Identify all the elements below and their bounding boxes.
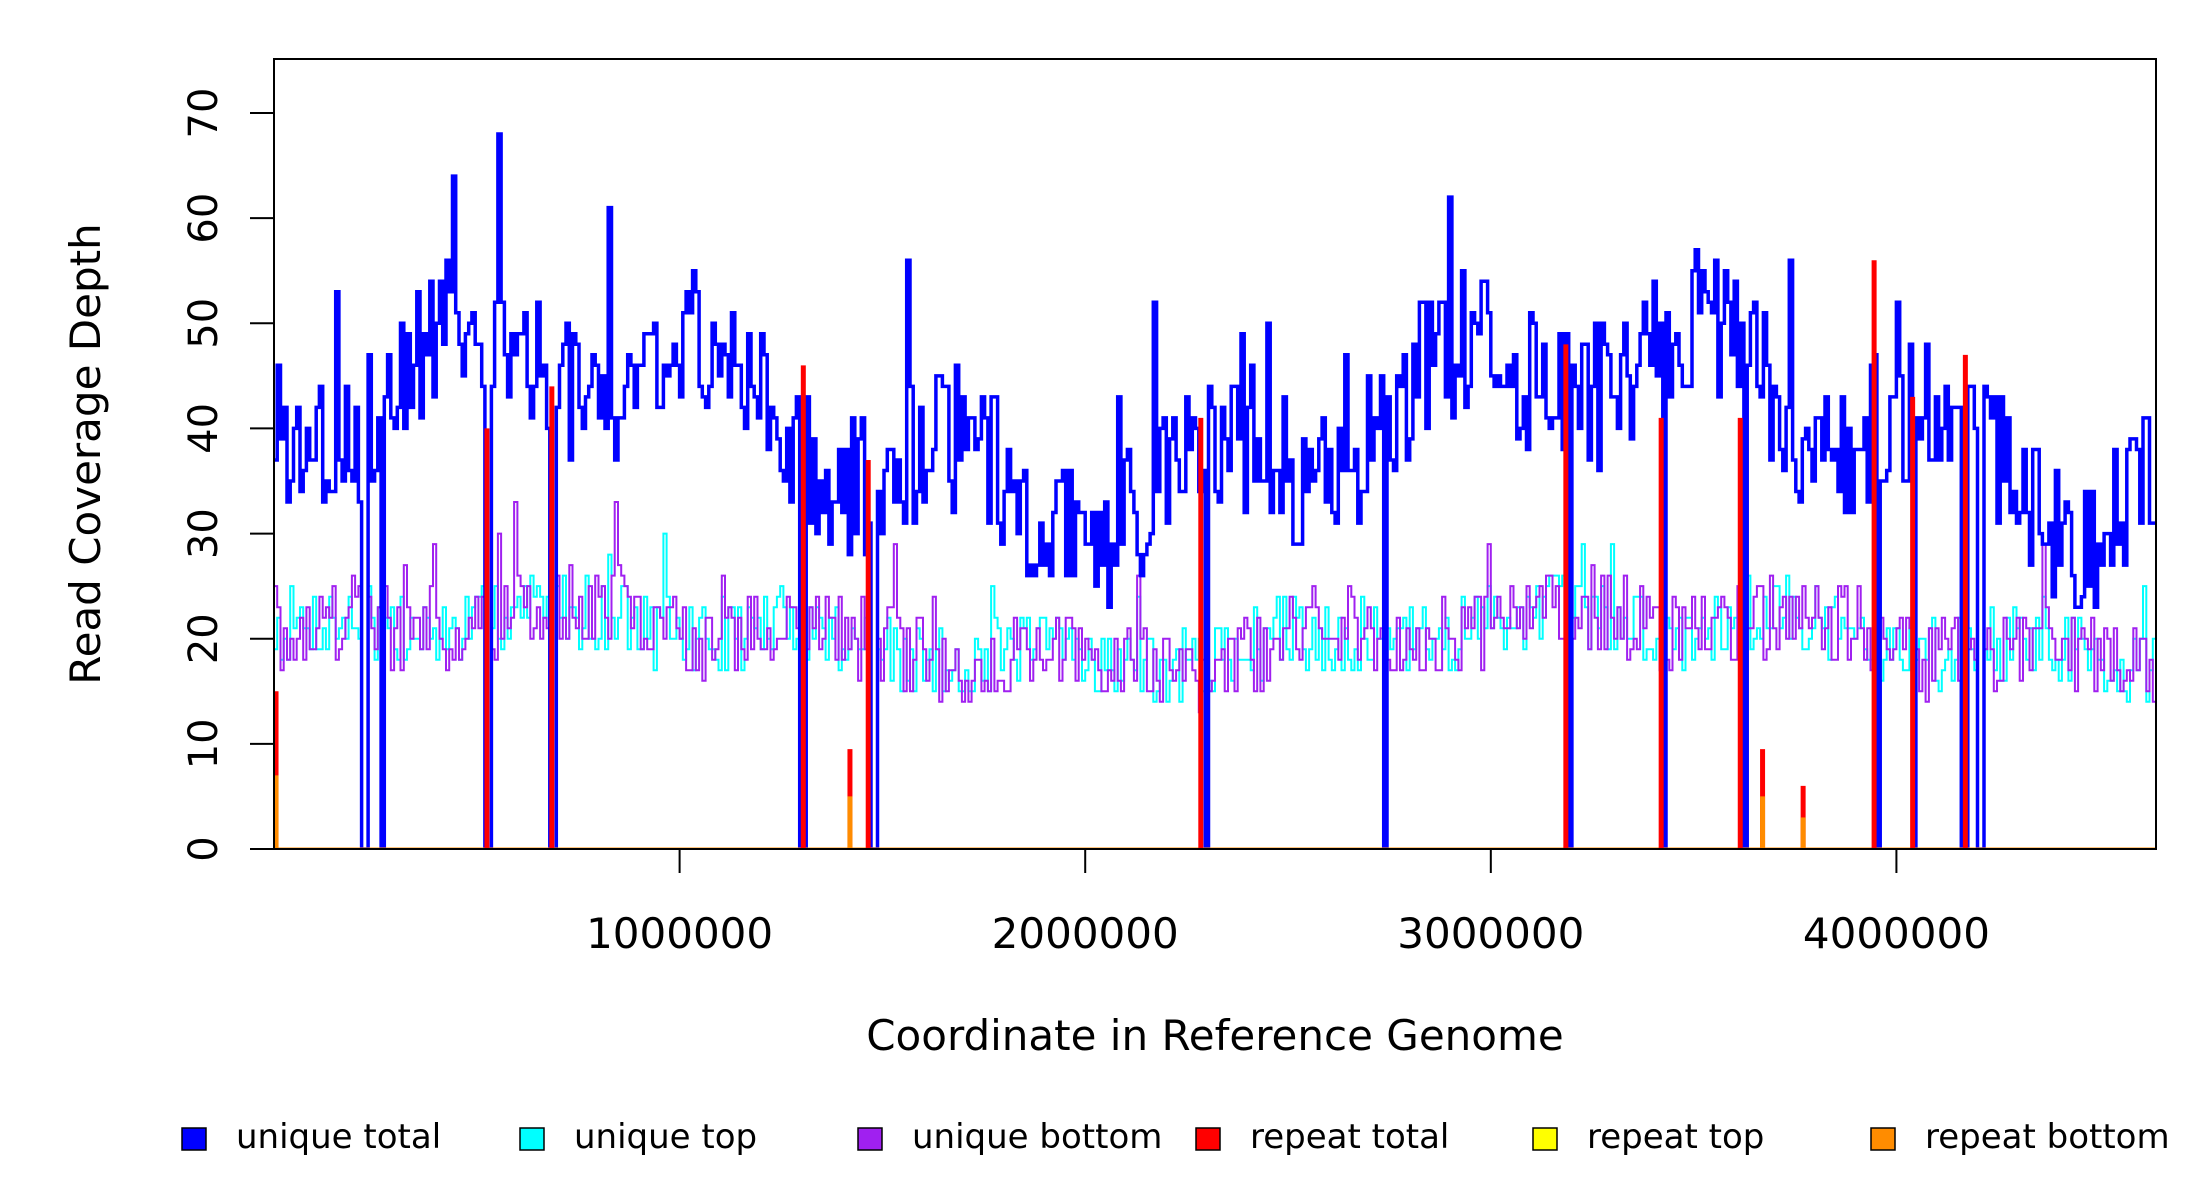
legend: unique total unique top unique bottom repea… [181,1117,2170,1157]
x-tick-label: 4000000 [1803,909,1990,958]
legend-swatch [1870,1127,1896,1151]
y-tick-label: 40 [181,403,227,454]
legend-swatch [1195,1127,1221,1151]
series-unique-total [274,132,2156,849]
legend-swatch [1532,1127,1558,1151]
legend-item: unique total [181,1117,441,1157]
y-tick-label: 10 [181,718,227,769]
series-unique-bottom [274,501,2156,849]
legend-label: unique top [574,1117,757,1157]
legend-swatch [857,1127,883,1151]
legend-label: repeat bottom [1925,1117,2170,1157]
y-axis-label: Read Coverage Depth [61,223,110,684]
y-tick-label: 60 [181,193,227,244]
x-axis-label: Coordinate in Reference Genome [866,1011,1564,1060]
y-tick-label: 0 [181,836,227,861]
legend-label: repeat total [1250,1117,1449,1157]
legend-swatch [519,1127,545,1151]
y-tick-label: 30 [181,508,227,559]
legend-item: repeat bottom [1870,1117,2170,1157]
x-tick-label: 3000000 [1397,909,1584,958]
legend-item: repeat top [1532,1117,1764,1157]
legend-item: unique bottom [857,1117,1162,1157]
y-tick-label: 20 [181,613,227,664]
y-tick-label: 70 [181,88,227,139]
x-tick-label: 2000000 [992,909,1179,958]
legend-swatch [181,1127,207,1151]
y-tick-label: 50 [181,298,227,349]
legend-label: unique bottom [912,1117,1162,1157]
legend-label: unique total [236,1117,441,1157]
legend-label: repeat top [1587,1117,1764,1157]
legend-item: unique top [519,1117,757,1157]
y-axis-ticks: 0 10 20 30 40 50 60 70 [181,88,275,862]
legend-item: repeat total [1195,1117,1449,1157]
series-layer [274,132,2156,849]
x-tick-label: 1000000 [586,909,773,958]
x-axis-ticks: 1000000 2000000 3000000 4000000 [586,849,1990,958]
